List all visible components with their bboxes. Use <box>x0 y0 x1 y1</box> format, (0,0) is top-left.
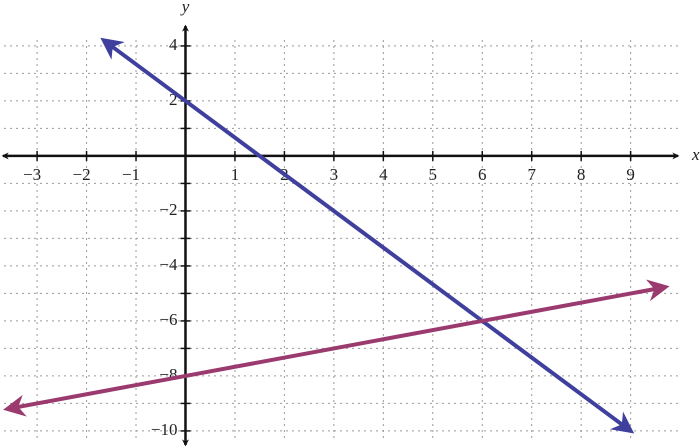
x-tick-label: 7 <box>527 165 536 184</box>
y-tick-label: −10 <box>151 420 178 439</box>
x-tick-label: 5 <box>429 165 438 184</box>
x-tick-label: 3 <box>330 165 339 184</box>
x-tick-label: 6 <box>478 165 487 184</box>
x-tick-label: −2 <box>73 165 91 184</box>
x-tick-label: 8 <box>577 165 586 184</box>
y-tick-label: −4 <box>159 255 178 274</box>
x-tick-label: −1 <box>122 165 140 184</box>
x-tick-label: −3 <box>23 165 41 184</box>
x-tick-label: 9 <box>626 165 635 184</box>
data-line <box>100 37 635 434</box>
y-axis-label: y <box>180 0 190 16</box>
y-tick-label: 4 <box>169 35 178 54</box>
y-tick-label: −2 <box>159 200 177 219</box>
grid <box>4 40 680 440</box>
data-line <box>3 279 670 417</box>
lines <box>3 37 670 434</box>
x-axis-label: x <box>691 145 700 164</box>
x-tick-label: 4 <box>379 165 388 184</box>
x-tick-label: 1 <box>231 165 240 184</box>
y-tick-label: −6 <box>159 310 177 329</box>
